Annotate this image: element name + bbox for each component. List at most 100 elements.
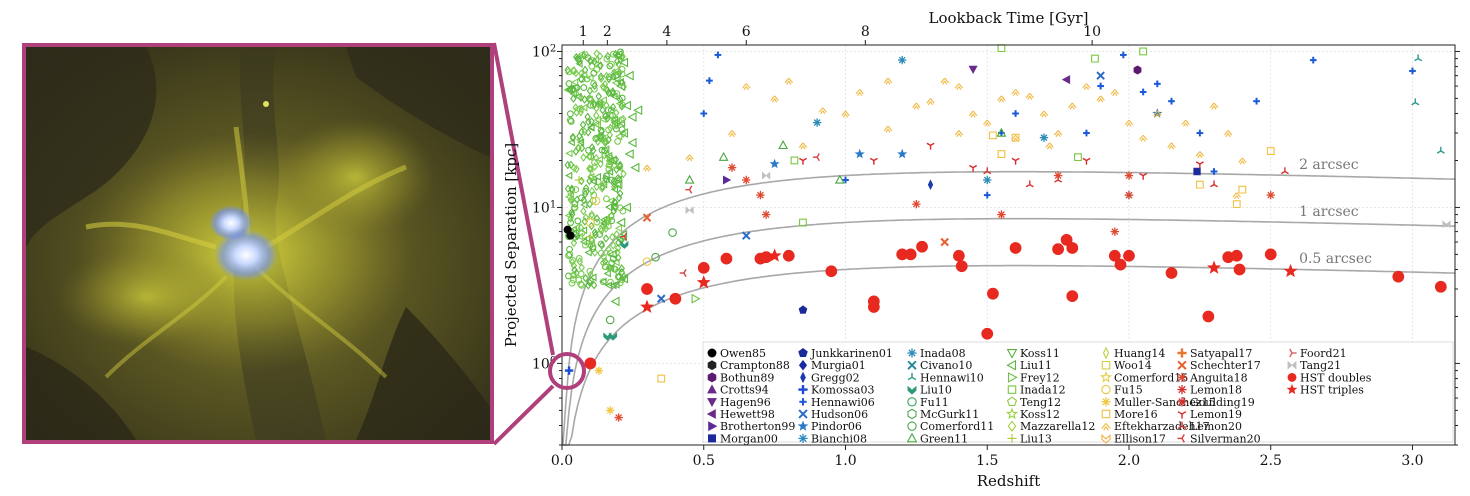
y-axis-label: Projected Separation [kpc]: [502, 143, 520, 347]
cloud-point: [604, 51, 611, 61]
cloud-point: [610, 176, 618, 186]
series-liu13: [574, 175, 595, 241]
cloud-point: [569, 256, 577, 264]
cloud-point: [565, 80, 573, 87]
legend-label: Teng12: [1020, 396, 1061, 409]
x-tick-label: 2.0: [1118, 453, 1140, 469]
legend-marker-murgia01: [798, 359, 808, 371]
cloud-point: [610, 185, 619, 194]
cloud-point: [565, 252, 573, 259]
point-eftekharzadeh17: [912, 102, 921, 110]
legend-label: Anguita18: [1189, 371, 1248, 384]
legend-entry-green11: Green11: [906, 432, 968, 445]
series-hennawi06: [700, 51, 1416, 199]
series-frey12: [691, 293, 701, 304]
legend-label: Liu13: [1020, 432, 1052, 445]
legend-label: Silverman20: [1190, 432, 1261, 445]
legend-entry-mcgurk11: McGurk11: [907, 408, 979, 421]
cloud-point: [593, 115, 602, 124]
legend-entry-komossa03: Komossa03: [798, 384, 874, 397]
point-eftekharzadeh17: [1025, 92, 1034, 100]
cloud-point: [603, 172, 610, 180]
point-hennawi06: [1210, 168, 1218, 175]
cloud-point: [589, 177, 598, 186]
point-hennawi06: [1168, 97, 1175, 105]
cloud-point: [605, 263, 612, 273]
point-silverman20: [620, 232, 628, 241]
series-comerford11: [605, 228, 677, 325]
point-hennawi06: [700, 110, 708, 117]
cloud-point: [615, 238, 622, 247]
point-anguita18: [727, 163, 737, 172]
point-inada12: [1091, 54, 1099, 63]
cloud-point: [605, 167, 614, 176]
legend-label: Brotherton99: [720, 420, 795, 433]
legend-marker-silverman20: [1177, 434, 1185, 443]
cloud-point: [593, 154, 600, 163]
legend-entry-woo14: Woo14: [1101, 359, 1152, 372]
point-anguita18: [1124, 190, 1134, 200]
highlight-circle: [548, 352, 586, 390]
point-eftekharzadeh17: [1082, 83, 1091, 91]
cloud-point: [569, 257, 576, 267]
series-hudson06: [656, 71, 1105, 303]
legend-entry-anguita18: Anguita18: [1177, 371, 1248, 384]
point-more16: [997, 150, 1006, 158]
cloud-point: [566, 250, 574, 258]
legend-entry-lemon18: Lemon18: [1177, 384, 1242, 397]
point-hst-doubles: [641, 283, 653, 295]
legend-entry-murgia01: Murgia01: [798, 359, 866, 372]
cloud-point: [599, 277, 607, 286]
cloud-point: [619, 233, 627, 242]
point-hewett98: [1061, 75, 1071, 85]
legend-entry-hewett98: Hewett98: [706, 408, 775, 421]
series-hst-doubles: [584, 233, 1447, 370]
cloud-point: [598, 134, 607, 143]
legend-label: Gregg02: [811, 371, 860, 384]
point-liu11: [613, 179, 623, 190]
cloud-point: [578, 75, 586, 83]
cloud-point: [582, 184, 590, 193]
legend-marker-crotts94: [707, 384, 717, 394]
cloud-point: [609, 102, 617, 112]
point-hennawi06: [1119, 51, 1127, 59]
point-hennawi10: [1411, 98, 1420, 106]
cloud-point: [564, 160, 571, 170]
cloud-point: [604, 281, 613, 290]
legend-entry-comerford11: Comerford11: [907, 420, 994, 433]
legend-entry-satyapal17: Satyapal17: [1177, 347, 1252, 360]
legend-label: Eftekharzadeh17: [1114, 420, 1210, 433]
cloud-point: [602, 111, 609, 121]
cloud-point: [602, 234, 610, 243]
cloud-point: [609, 241, 617, 250]
cloud-point: [593, 49, 600, 58]
point-hst-doubles: [1052, 243, 1064, 256]
legend-marker-more16: [1101, 409, 1111, 419]
point-hst-doubles: [697, 261, 710, 274]
point-eftekharzadeh17: [983, 119, 992, 127]
legend-entry-koss11: Koss11: [1006, 347, 1060, 360]
cloud-point: [570, 238, 578, 248]
point-anguita18: [1124, 171, 1134, 180]
cloud-point: [617, 119, 626, 128]
cloud-point: [597, 132, 605, 140]
point-eftekharzadeh17: [642, 164, 652, 172]
point-liu11: [627, 112, 637, 122]
cloud-point: [604, 150, 611, 160]
point-liu11: [616, 217, 626, 228]
point-hst-doubles: [904, 248, 917, 261]
legend-label: Comerford15: [1114, 371, 1188, 384]
point-lemon19: [1082, 157, 1091, 165]
point-eftekharzadeh17: [1068, 102, 1077, 110]
point-more16: [1238, 185, 1247, 194]
cloud-point: [618, 94, 626, 102]
point-liu11: [621, 100, 631, 111]
cloud-point: [611, 161, 619, 169]
cloud-point: [567, 117, 575, 125]
cloud-point: [578, 281, 586, 289]
legend-label: Pindor06: [811, 420, 862, 433]
point-eftekharzadeh17: [1153, 110, 1162, 118]
point-liu11: [619, 273, 629, 284]
x-tick-label: 0.5: [693, 453, 715, 469]
